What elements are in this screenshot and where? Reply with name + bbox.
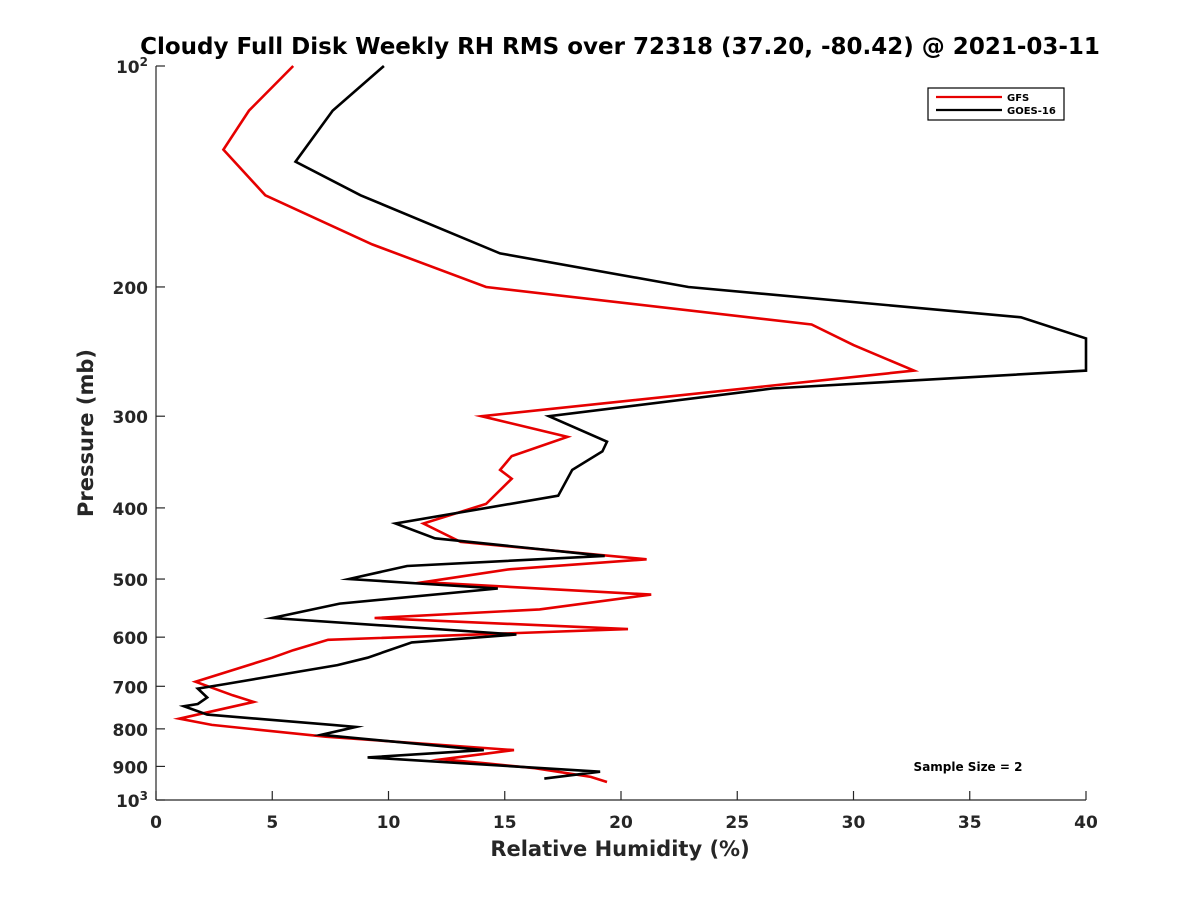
y-tick-label: 900: [113, 758, 149, 778]
y-tick-label: 700: [113, 678, 149, 698]
x-tick-label: 25: [725, 813, 749, 833]
axes-layer: 0 5 10 15 20 25 30 35 40102200300400500600700800…: [113, 55, 1098, 833]
y-tick-label: 200: [113, 279, 149, 299]
y-tick-label: 500: [113, 571, 149, 591]
x-tick-label: 35: [958, 813, 982, 833]
x-tick-label: 30: [842, 813, 866, 833]
series-line-goes16: [178, 65, 1088, 780]
legend-label-gfs: GFS: [1007, 93, 1029, 104]
y-tick-label: 300: [113, 408, 149, 428]
x-tick-label: 15: [493, 813, 517, 833]
series-layer: [172, 65, 1088, 784]
y-axis-label: Pressure (mb): [74, 349, 98, 517]
y-tick-label: 800: [113, 721, 149, 741]
chart-title: Cloudy Full Disk Weekly RH RMS over 7231…: [140, 34, 1100, 60]
series-line-gfs: [172, 65, 920, 784]
x-tick-label: 20: [609, 813, 633, 833]
legend: GFS GOES-16: [927, 87, 1065, 121]
y-tick-label: 400: [113, 500, 149, 520]
legend-label-goes16: GOES-16: [1007, 106, 1056, 117]
x-tick-label: 10: [377, 813, 401, 833]
x-tick-label: 40: [1074, 813, 1098, 833]
y-tick-label: 600: [113, 629, 149, 649]
sample-size-annotation: Sample Size = 2: [914, 760, 1023, 774]
x-tick-label: 5: [266, 813, 278, 833]
x-axis-label: Relative Humidity (%): [490, 837, 749, 861]
legend-box: [927, 87, 1065, 121]
x-tick-label: 0: [150, 813, 162, 833]
